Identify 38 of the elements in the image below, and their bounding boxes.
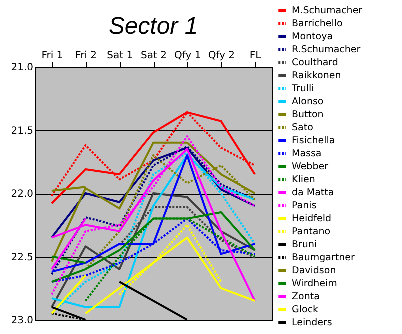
legend-label: Baumgartner [292,252,355,264]
legend-label: Webber [292,162,329,172]
legend-label: Panis [292,200,317,212]
legend-label: Coulthard [292,58,338,68]
x-tick-label: Sat 2 [141,50,167,62]
x-tick-label: Fri 2 [76,50,98,62]
legend-label: Klien [292,174,316,186]
legend-label: R.Schumacher [292,44,361,56]
legend-label: Wirdheim [292,278,338,290]
legend-label: Alonso [292,96,324,108]
legend-label: Raikkonen [292,70,342,82]
y-tick-label: 22.5 [11,252,34,264]
x-tick-label: Qfy 2 [208,50,236,62]
y-tick-label: 22.0 [11,189,34,200]
legend-label: Sato [292,122,314,134]
legend-label: Button [292,110,324,120]
x-tick-label: Fri 1 [42,50,64,62]
legend-label: Trulli [291,84,314,94]
legend-label: Heidfeld [292,214,332,224]
y-tick-label: 21.0 [11,62,34,74]
x-tick-label: Sat 1 [107,50,134,62]
legend-label: Davidson [292,266,336,276]
x-tick-label: Qfy 1 [174,50,202,62]
legend-label: Montoya [292,32,334,42]
chart-title: Sector 1 [108,13,198,40]
legend-label: Leinders [292,318,332,328]
legend-label: M.Schumacher [292,6,363,16]
legend-label: da Matta [292,188,334,198]
y-tick-label: 23.0 [11,316,34,326]
legend-label: Pantano [292,226,331,238]
legend-label: Bruni [292,240,318,250]
x-tick-label: FL [250,50,262,62]
legend-label: Glock [292,304,320,316]
legend-label: Zonta [292,292,320,302]
legend-label: Barrichello [292,18,343,30]
legend-label: Massa [292,148,322,160]
legend-label: Fisichella [292,136,336,146]
y-tick-label: 21.5 [11,126,34,137]
